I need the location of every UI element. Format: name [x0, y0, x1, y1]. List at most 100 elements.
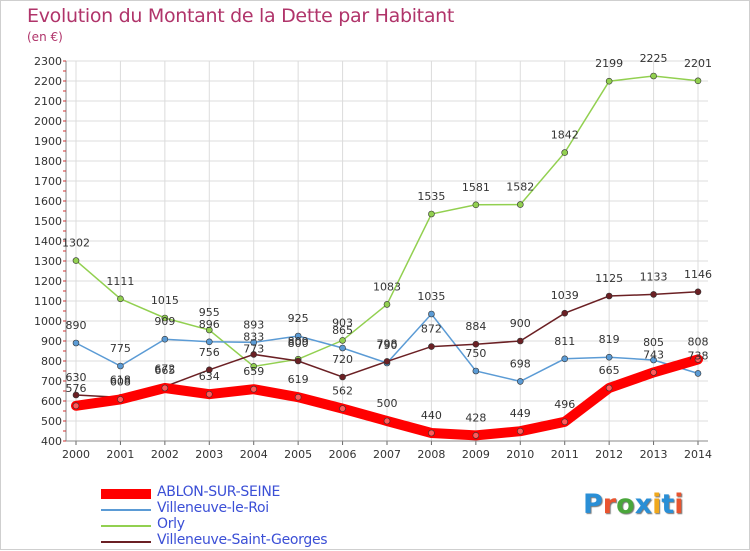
proxiti-logo: Proxiti [583, 489, 684, 520]
data-point [561, 309, 569, 317]
data-point [294, 332, 302, 340]
data-label: 903 [332, 316, 353, 329]
data-point [161, 384, 169, 392]
axes: 400 500 600 700 800 900 1000 1100 1200 1300 1400 15… [34, 55, 712, 461]
data-point [339, 344, 346, 352]
data-labels: 1302 1111 1015 955 773 809 903 1083 1535 1581 1582… [62, 52, 712, 424]
x-tick-label: 2004 [240, 448, 268, 461]
data-point [472, 367, 480, 375]
data-point [428, 310, 435, 318]
legend-label: ABLON-SUR-SEINE [157, 484, 281, 500]
data-label: 896 [199, 318, 220, 331]
x-tick-label: 2001 [106, 448, 134, 461]
series-group [71, 72, 703, 441]
data-point [694, 288, 702, 296]
data-point [250, 351, 258, 358]
data-point [472, 340, 480, 348]
y-tick-label: 1200 [34, 275, 62, 288]
data-label: 576 [66, 382, 87, 395]
data-label: 672 [154, 363, 175, 376]
data-point [428, 210, 435, 218]
data-label: 884 [465, 320, 486, 333]
y-tick-label: 2100 [34, 95, 62, 108]
data-label: 819 [599, 333, 620, 346]
data-label: 738 [688, 349, 709, 362]
data-point [605, 353, 613, 361]
data-label: 1146 [684, 268, 712, 281]
y-tick-label: 400 [41, 435, 62, 448]
data-label: 608 [110, 375, 131, 388]
data-point [72, 391, 80, 399]
data-point [650, 72, 657, 80]
legend-swatch [101, 509, 151, 511]
y-tick-label: 2000 [34, 115, 62, 128]
x-tick-label: 2000 [62, 448, 90, 461]
y-tick-label: 1000 [34, 315, 62, 328]
data-label: 1083 [373, 280, 401, 293]
data-label: 428 [465, 411, 486, 424]
legend-swatch [101, 541, 151, 543]
data-label: 1015 [151, 294, 179, 307]
y-tick-label: 900 [41, 335, 62, 348]
data-point [650, 369, 657, 376]
data-label: 2199 [595, 57, 623, 70]
data-point [428, 343, 435, 350]
data-label: 1039 [551, 289, 579, 302]
data-label: 2201 [684, 57, 712, 70]
y-tick-label: 1600 [34, 195, 62, 208]
data-label: 630 [66, 371, 87, 384]
data-label: 890 [66, 319, 87, 332]
data-label: 773 [243, 342, 264, 355]
y-tick-label: 800 [41, 355, 62, 368]
data-label: 809 [288, 335, 309, 348]
data-label: 790 [377, 339, 398, 352]
data-point [383, 301, 391, 308]
data-label: 1125 [595, 272, 623, 285]
y-tick-label: 1100 [34, 295, 62, 308]
x-tick-label: 2014 [684, 448, 712, 461]
y-tick-label: 1500 [34, 215, 62, 228]
data-point [516, 427, 524, 435]
grid [66, 60, 708, 442]
data-label: 756 [199, 346, 220, 359]
logo-letter: o [616, 489, 635, 520]
data-point [650, 356, 657, 364]
data-label: 1842 [551, 129, 579, 142]
data-point [516, 337, 524, 345]
logo-letter: i [652, 489, 662, 520]
data-label: 865 [332, 324, 353, 337]
data-point [383, 358, 391, 365]
y-tick-label: 600 [41, 395, 62, 408]
data-label: 1535 [417, 190, 445, 203]
logo-letter: x [634, 489, 653, 520]
data-point [72, 257, 80, 264]
data-label: 440 [421, 409, 442, 422]
legend-label: Villeneuve-le-Roi [157, 500, 269, 516]
data-label: 500 [377, 397, 398, 410]
data-label: 449 [510, 407, 531, 420]
data-label: 1035 [417, 290, 445, 303]
logo-letter: r [602, 489, 617, 520]
y-tick-label: 1800 [34, 155, 62, 168]
data-label: 743 [643, 348, 664, 361]
data-point [428, 429, 435, 437]
data-point [117, 362, 124, 370]
data-label: 800 [288, 337, 309, 350]
data-label: 750 [465, 347, 486, 360]
data-point [250, 363, 258, 370]
data-point [161, 335, 169, 343]
data-point [650, 291, 657, 298]
data-point [72, 339, 80, 347]
data-point [516, 201, 524, 208]
logo-letter: i [674, 489, 684, 520]
data-label: 925 [288, 312, 309, 325]
x-tick-label: 2005 [284, 448, 312, 461]
data-label: 665 [154, 364, 175, 377]
data-point [694, 356, 702, 363]
chart-title: Evolution du Montant de la Dette par Hab… [27, 5, 455, 27]
data-label: 619 [288, 373, 309, 386]
data-label: 659 [243, 365, 264, 378]
data-label: 775 [110, 342, 131, 355]
y-tick-label: 1700 [34, 175, 62, 188]
